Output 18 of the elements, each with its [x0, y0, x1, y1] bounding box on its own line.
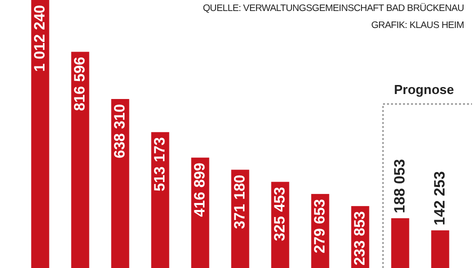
annotation: QUELLE: VERWALTUNGSGEMEINSCHAFT BAD BRÜCKENAU — [202, 3, 464, 14]
data-label: 816 596 — [72, 56, 89, 112]
data-label: 513 173 — [152, 137, 169, 192]
bar — [391, 218, 410, 268]
annotation: GRAFIK: KLAUS HEIM — [371, 20, 464, 31]
data-label: 142 253 — [432, 171, 449, 226]
data-label: 325 453 — [272, 186, 289, 242]
data-label: 233 853 — [352, 211, 369, 266]
data-label: 638 310 — [112, 104, 129, 158]
annotation: Prognose — [393, 82, 455, 97]
data-label: 371 180 — [232, 174, 249, 229]
bar — [31, 0, 50, 268]
data-label: 1 012 240 — [32, 5, 49, 72]
data-label: 279 653 — [312, 198, 329, 254]
bar — [431, 230, 450, 268]
data-label: 188 053 — [392, 158, 409, 214]
bar — [71, 52, 90, 268]
data-label: 416 899 — [192, 162, 209, 217]
